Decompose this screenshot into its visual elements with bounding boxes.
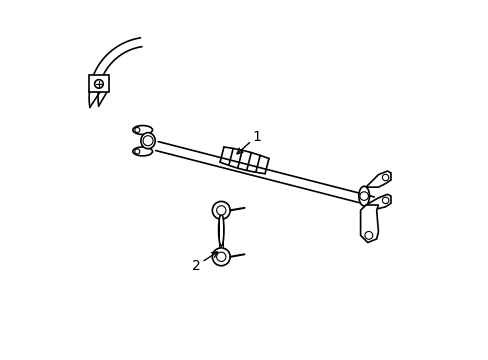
Ellipse shape xyxy=(358,186,369,206)
Circle shape xyxy=(135,149,140,154)
Ellipse shape xyxy=(218,214,224,246)
Text: 2: 2 xyxy=(191,259,200,273)
Bar xyxy=(89,75,108,93)
Circle shape xyxy=(212,202,230,219)
Polygon shape xyxy=(365,171,390,187)
Circle shape xyxy=(212,248,230,266)
Circle shape xyxy=(143,136,153,146)
Text: 1: 1 xyxy=(252,130,261,144)
Circle shape xyxy=(382,174,388,181)
Circle shape xyxy=(364,231,372,239)
Polygon shape xyxy=(365,194,390,208)
Circle shape xyxy=(216,206,225,215)
Ellipse shape xyxy=(133,147,152,156)
Circle shape xyxy=(359,192,367,201)
Circle shape xyxy=(216,252,225,261)
Polygon shape xyxy=(360,205,378,243)
Circle shape xyxy=(95,80,103,88)
Ellipse shape xyxy=(141,133,155,149)
Ellipse shape xyxy=(133,126,152,134)
Circle shape xyxy=(382,197,388,203)
Circle shape xyxy=(135,127,140,132)
